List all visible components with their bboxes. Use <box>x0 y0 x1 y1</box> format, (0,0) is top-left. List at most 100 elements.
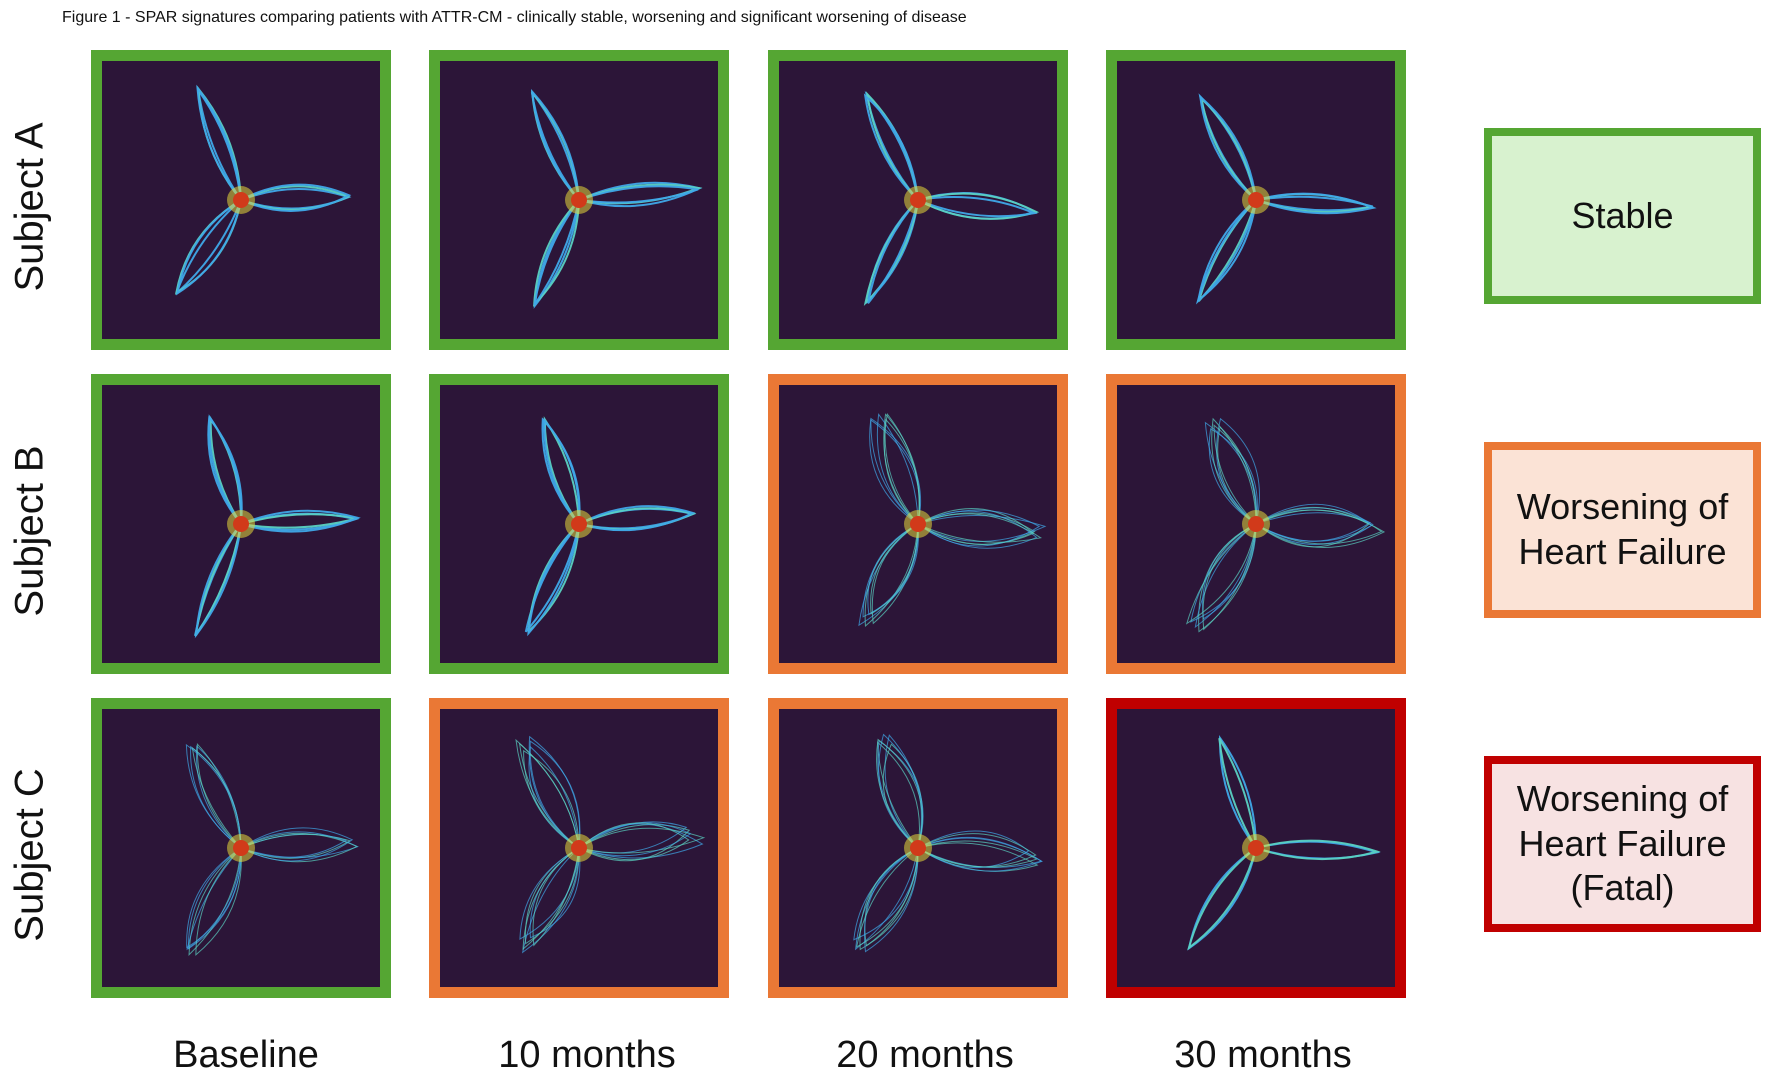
signature-trace-1-5 <box>1255 509 1370 548</box>
signature-trace-2-3 <box>195 847 242 956</box>
spar-signature <box>1187 734 1381 951</box>
signature-trace-0-4 <box>878 733 923 849</box>
signature-trace-1-1 <box>1255 506 1383 545</box>
signature-trace-2-5 <box>870 523 919 615</box>
signature-trace-0-0 <box>1216 417 1260 525</box>
signature-trace-0-2 <box>543 417 581 525</box>
signature-hot-core <box>571 192 587 208</box>
signature-trace-0-1 <box>1200 95 1257 201</box>
signature-trace-0-2 <box>196 84 242 201</box>
signature-trace-1-1 <box>240 833 352 859</box>
spar-signature <box>185 742 359 956</box>
signature-trace-1-1 <box>1255 839 1381 861</box>
signature-trace-2-1 <box>863 199 919 307</box>
signature-hot-core <box>571 840 587 856</box>
signature-trace-1-4 <box>917 836 1043 872</box>
signature-trace-1-1 <box>240 513 358 529</box>
signature-trace-0-2 <box>863 93 919 201</box>
signature-trace-2-1 <box>1187 847 1257 951</box>
signature-trace-0-1 <box>531 89 580 201</box>
signature-trace-0-0 <box>864 90 919 201</box>
column-label-10-months: 10 months <box>498 1034 676 1076</box>
signature-trace-2-2 <box>186 847 242 951</box>
signature-trace-2-3 <box>1198 523 1257 633</box>
signature-trace-2-3 <box>524 847 580 945</box>
signature-trace-0-5 <box>876 738 923 849</box>
spar-panel-r2-c2 <box>768 698 1068 998</box>
signature-trace-0-3 <box>518 742 580 849</box>
signature-trace-0-0 <box>1218 734 1257 849</box>
signature-hot-core <box>1248 516 1264 532</box>
signature-trace-2-5 <box>1202 523 1257 631</box>
signature-trace-1-4 <box>578 822 692 857</box>
column-label-baseline: Baseline <box>173 1034 319 1076</box>
signature-trace-2-4 <box>186 847 242 949</box>
signature-trace-0-5 <box>1211 417 1257 525</box>
signature-trace-0-1 <box>1218 737 1257 849</box>
signature-trace-1-3 <box>917 842 1039 872</box>
signature-trace-2-2 <box>527 523 580 637</box>
signature-hot-core <box>910 192 926 208</box>
legend-stable: Stable <box>1484 128 1761 304</box>
signature-trace-2-2 <box>867 199 919 304</box>
signature-trace-0-0 <box>528 745 580 849</box>
signature-trace-2-4 <box>864 847 919 953</box>
signature-trace-0-2 <box>529 740 581 849</box>
spar-signature <box>194 414 361 639</box>
spar-panel-r2-c0 <box>91 698 391 998</box>
signature-trace-2-1 <box>1197 199 1257 302</box>
signature-trace-0-0 <box>1198 93 1257 201</box>
signature-trace-1-2 <box>917 514 1047 542</box>
spar-panel-r0-c1 <box>429 50 729 350</box>
signature-trace-2-1 <box>1185 523 1257 625</box>
signature-trace-0-1 <box>196 742 242 849</box>
signature-trace-0-2 <box>208 414 243 525</box>
signature-trace-0-1 <box>197 85 242 201</box>
spar-signature <box>1195 93 1377 305</box>
signature-hot-core <box>1248 840 1264 856</box>
signature-trace-1-0 <box>1255 507 1374 545</box>
signature-trace-2-1 <box>533 199 580 308</box>
signature-hot-core <box>1248 192 1264 208</box>
signature-trace-2-1 <box>527 523 580 634</box>
signature-trace-0-0 <box>207 415 243 525</box>
signature-trace-0-2 <box>1208 428 1258 525</box>
signature-hot-core <box>233 192 249 208</box>
signature-trace-1-0 <box>1255 195 1373 212</box>
signature-trace-0-5 <box>523 749 580 849</box>
signature-trace-1-1 <box>578 824 691 862</box>
signature-trace-1-5 <box>578 822 690 861</box>
signature-trace-0-0 <box>530 91 580 201</box>
spar-panel-r1-c3 <box>1106 374 1406 674</box>
signature-trace-0-0 <box>197 89 242 201</box>
signature-trace-1-2 <box>1255 192 1377 215</box>
signature-trace-0-4 <box>185 743 242 849</box>
signature-trace-2-0 <box>1187 847 1257 951</box>
signature-trace-2-1 <box>194 523 242 637</box>
signature-trace-0-4 <box>876 413 919 525</box>
signature-trace-2-2 <box>194 523 242 639</box>
spar-signature <box>530 88 703 309</box>
signature-trace-0-4 <box>528 735 581 849</box>
spar-signature <box>524 416 697 637</box>
signature-trace-1-2 <box>578 505 696 532</box>
signature-trace-2-2 <box>175 199 242 296</box>
spar-signature <box>1185 417 1386 633</box>
signature-trace-2-1 <box>188 847 242 956</box>
spar-panel-r2-c3 <box>1106 698 1406 998</box>
signature-trace-2-0 <box>865 199 919 305</box>
signature-trace-2-3 <box>859 847 919 951</box>
spar-panel-r0-c0 <box>91 50 391 350</box>
spar-signature <box>853 733 1043 953</box>
spar-panel-r0-c3 <box>1106 50 1406 350</box>
signature-trace-2-0 <box>521 847 580 954</box>
signature-trace-2-0 <box>1196 199 1257 303</box>
signature-trace-2-0 <box>175 199 242 295</box>
signature-trace-1-5 <box>917 513 1043 543</box>
signature-trace-1-2 <box>240 831 359 859</box>
signature-trace-0-3 <box>1213 424 1257 525</box>
signature-trace-2-0 <box>533 199 580 309</box>
signature-trace-2-4 <box>1194 523 1257 629</box>
signature-trace-1-3 <box>578 827 706 854</box>
signature-trace-2-5 <box>855 847 919 948</box>
